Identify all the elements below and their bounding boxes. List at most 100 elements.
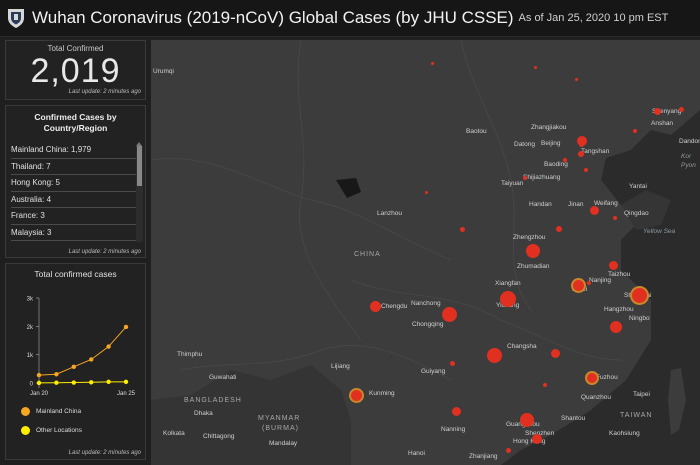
map-label-qingdao: Qingdao <box>624 210 649 217</box>
case-marker[interactable] <box>550 348 560 358</box>
case-marker[interactable] <box>608 260 618 270</box>
legend-label-mainland: Mainland China <box>36 408 82 416</box>
as-of-date: As of Jan 25, 2020 10 pm EST <box>518 12 669 24</box>
map-label-zhangjiakou: Zhangjiakou <box>531 124 567 131</box>
total-confirmed-panel: Total Confirmed 2,019 Last update: 2 min… <box>5 40 146 100</box>
list-item[interactable]: Hong Kong: 5 <box>11 175 136 192</box>
y-tick-label: 2k <box>27 325 34 331</box>
case-marker[interactable] <box>577 136 587 146</box>
map-label-tangshan: Tangshan <box>581 148 610 155</box>
list-item[interactable]: France: 3 <box>11 208 136 225</box>
map-label-datong: Datong <box>514 141 535 148</box>
x-tick-label: Jan 25 <box>117 391 136 397</box>
map-label-beijing: Beijing <box>541 140 561 147</box>
scroll-up-arrow-icon[interactable] <box>136 142 142 146</box>
total-last-update: Last update: 2 minutes ago <box>68 89 141 95</box>
map-label-kaohsiung: Kaohsiung <box>609 430 640 437</box>
case-marker[interactable] <box>500 291 516 307</box>
map-label-shenzhen: Shenzhen <box>525 430 555 437</box>
map-label-shijiazhuang: Shijiazhuang <box>523 174 561 181</box>
map-label-bangladesh: BANGLADESH <box>184 397 242 404</box>
case-marker[interactable] <box>631 287 647 303</box>
map-label-nanchong: Nanchong <box>411 300 441 307</box>
cases-list-title: Confirmed Cases by Country/Region <box>6 112 145 134</box>
case-marker[interactable] <box>572 279 584 291</box>
data-point <box>123 324 129 330</box>
case-marker[interactable] <box>505 447 511 453</box>
list-item[interactable]: Mainland China: 1,979 <box>11 142 136 159</box>
case-marker[interactable] <box>556 226 562 232</box>
map-label-fuzhou: Fuzhou <box>596 374 618 381</box>
case-marker[interactable] <box>523 176 527 180</box>
case-marker[interactable] <box>449 360 455 366</box>
y-tick-label: 3k <box>27 297 34 303</box>
scrollbar-thumb[interactable] <box>137 146 142 186</box>
case-marker[interactable] <box>678 106 684 112</box>
case-marker[interactable] <box>526 244 540 258</box>
map-label-chongqing: Chongqing <box>412 321 444 328</box>
map-label-chengdu: Chengdu <box>381 303 408 310</box>
case-marker[interactable] <box>587 281 591 285</box>
map-label-anshan: Anshan <box>651 120 674 127</box>
map-label-mandalay: Mandalay <box>269 440 298 447</box>
data-point <box>89 380 94 385</box>
map-label-korea: Kor <box>681 153 692 160</box>
map-label-quanzhou: Quanzhou <box>581 394 611 401</box>
map-label-nanjing: Nanjing <box>589 277 612 284</box>
map-label-chittagong: Chittagong <box>203 433 235 440</box>
case-marker[interactable] <box>520 413 534 427</box>
map-label-guiyang: Guiyang <box>421 368 446 375</box>
case-marker[interactable] <box>578 151 584 157</box>
y-tick-label: 0 <box>30 382 34 388</box>
case-marker[interactable] <box>613 216 617 220</box>
map-label-handan: Handan <box>529 201 552 208</box>
map-view[interactable]: CHINA MYANMAR (BURMA) BANGLADESH TAIWAN Urumq… <box>151 40 700 465</box>
chart-last-update: Last update: 2 minutes ago <box>68 450 141 456</box>
list-item[interactable]: Thailand: 7 <box>11 159 136 175</box>
case-marker[interactable] <box>578 141 584 147</box>
case-marker[interactable] <box>451 406 461 416</box>
case-marker[interactable] <box>369 300 381 312</box>
case-marker[interactable] <box>653 107 661 115</box>
map-label-myanmar2: (BURMA) <box>262 425 299 432</box>
case-marker[interactable] <box>441 306 457 322</box>
list-item[interactable]: Malaysia: 3 <box>11 225 136 241</box>
map-label-zhanjiang: Zhanjiang <box>469 453 498 460</box>
cases-list[interactable]: Mainland China: 1,979 Thailand: 7 Hong K… <box>11 142 136 242</box>
case-marker[interactable] <box>543 383 547 387</box>
map-label-taiyuan: Taiyuan <box>501 180 524 187</box>
data-point <box>71 364 77 370</box>
legend-mainland: Mainland China <box>21 407 81 416</box>
chart-title: Total confirmed cases <box>34 269 117 279</box>
case-marker[interactable] <box>633 129 637 133</box>
case-marker[interactable] <box>486 347 502 363</box>
case-marker[interactable] <box>563 158 567 162</box>
map-label-yellowsea: Yellow Sea <box>643 228 676 235</box>
data-point <box>106 344 111 349</box>
data-point <box>71 380 77 385</box>
case-marker[interactable] <box>424 190 428 194</box>
case-marker[interactable] <box>584 168 588 172</box>
case-marker[interactable] <box>574 77 578 81</box>
list-scrollbar[interactable] <box>136 146 143 242</box>
x-tick-label: Jan 20 <box>30 391 49 397</box>
cases-by-country-panel: Confirmed Cases by Country/Region Mainla… <box>5 105 146 258</box>
case-marker[interactable] <box>587 373 597 383</box>
case-marker[interactable] <box>533 65 537 69</box>
legend-label-other: Other Locations <box>36 427 82 435</box>
map-label-dandong: Dandong <box>679 138 700 145</box>
case-marker[interactable] <box>589 205 599 215</box>
case-marker[interactable] <box>610 321 622 333</box>
map-label-baoding: Baoding <box>544 161 568 168</box>
series-line-0 <box>38 326 127 376</box>
case-marker[interactable] <box>350 389 362 401</box>
case-marker[interactable] <box>532 434 542 444</box>
case-marker[interactable] <box>459 226 465 232</box>
map-label-hangzhou: Hangzhou <box>604 306 634 313</box>
data-point <box>89 357 94 362</box>
map-label-lijiang: Lijiang <box>331 363 350 370</box>
list-item[interactable]: Australia: 4 <box>11 192 136 208</box>
case-marker[interactable] <box>430 61 434 65</box>
confirmed-chart-panel: Total confirmed cases 0 1k 2k 3k Jan 20 Jan 2… <box>5 263 146 460</box>
map-label-taipei: Taipei <box>633 391 650 398</box>
